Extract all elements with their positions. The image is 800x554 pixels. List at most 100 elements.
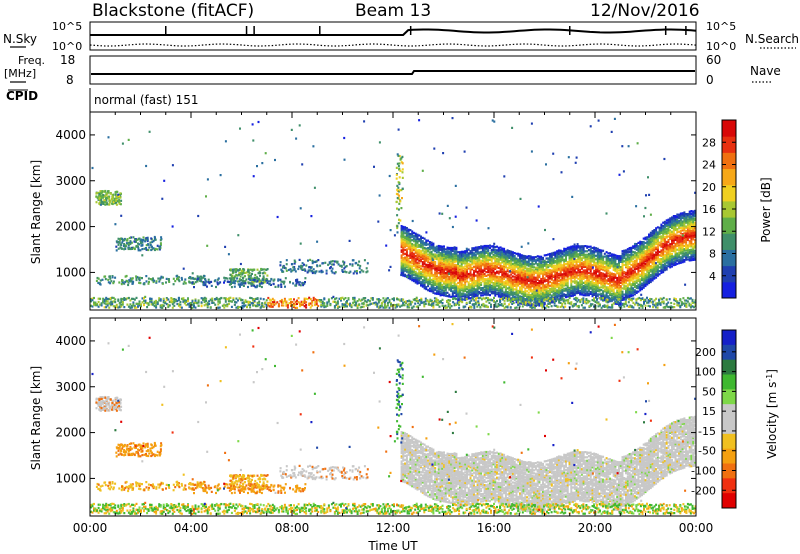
power-echo — [540, 289, 543, 292]
power-echo — [637, 255, 640, 258]
power-echo — [586, 283, 589, 287]
power-echo — [455, 268, 458, 271]
power-echo — [568, 246, 571, 249]
power-echo — [545, 257, 548, 260]
power-echo — [174, 299, 177, 302]
power-echo — [203, 300, 206, 304]
power-echo — [559, 272, 562, 275]
power-echo — [474, 280, 477, 283]
power-echo — [593, 248, 596, 251]
power-echo — [644, 279, 647, 282]
power-echo — [90, 298, 92, 301]
power-echo — [460, 256, 463, 259]
power-echo — [635, 244, 638, 247]
power-echo — [405, 241, 408, 244]
power-echo — [412, 273, 415, 276]
power-echo — [404, 261, 407, 264]
power-echo — [674, 263, 677, 266]
power-echo — [632, 245, 635, 248]
power-echo — [584, 253, 587, 256]
power-echo — [587, 256, 590, 259]
power-echo — [262, 298, 265, 301]
power-echo — [420, 271, 422, 274]
power-echo — [561, 286, 564, 289]
power-echo — [531, 262, 534, 266]
power-echo — [489, 246, 491, 249]
power-echo — [630, 288, 633, 291]
power-echo — [425, 274, 428, 277]
power-echo — [480, 288, 483, 291]
power-echo — [635, 257, 638, 260]
power-echo — [648, 235, 650, 238]
power-echo — [411, 272, 414, 275]
power-echo — [637, 272, 640, 275]
power-echo — [517, 289, 520, 292]
power-echo — [407, 275, 410, 278]
power-echo — [443, 273, 445, 276]
power-echo — [674, 228, 677, 232]
power-echo — [540, 279, 543, 282]
power-echo — [405, 232, 408, 235]
power-echo — [534, 294, 537, 297]
power-echo — [448, 253, 451, 257]
power-echo — [519, 269, 521, 272]
power-echo — [411, 239, 414, 242]
power-echo — [405, 274, 408, 277]
power-echo — [616, 284, 619, 287]
power-echo — [291, 300, 294, 304]
power-echo — [177, 297, 180, 300]
power-echo — [559, 296, 562, 299]
power-echo — [279, 300, 282, 303]
power-echo — [637, 287, 640, 290]
power-echo — [511, 252, 514, 256]
power-echo — [341, 296, 344, 299]
power-echo — [522, 259, 525, 262]
power-echo — [625, 275, 627, 278]
power-echo — [469, 256, 472, 259]
power-echo — [563, 281, 566, 284]
power-echo — [621, 280, 624, 283]
power-echo — [679, 219, 682, 222]
power-echo — [290, 304, 292, 307]
power-echo — [460, 295, 463, 298]
power-echo — [621, 293, 624, 296]
power-echo — [425, 279, 428, 282]
power-echo — [529, 262, 532, 265]
power-echo — [288, 298, 291, 301]
power-echo — [434, 283, 437, 286]
power-echo — [577, 286, 580, 289]
power-echo — [540, 255, 543, 258]
power-echo — [499, 286, 502, 289]
power-echo — [435, 292, 438, 295]
nsky-ytick-top: 10^5 — [52, 20, 82, 33]
power-echo — [610, 288, 613, 291]
power-echo — [407, 244, 410, 247]
power-echo — [503, 263, 506, 267]
power-echo — [494, 250, 497, 253]
power-echo — [550, 301, 553, 304]
power-echo — [444, 256, 447, 259]
power-echo — [580, 257, 583, 260]
power-echo — [618, 279, 620, 282]
power-echo — [420, 239, 422, 242]
power-echo — [504, 292, 507, 295]
power-echo — [481, 276, 484, 279]
power-echo — [549, 274, 551, 277]
power-echo — [409, 238, 412, 241]
power-echo — [294, 300, 297, 303]
power-echo — [441, 268, 444, 271]
power-echo — [603, 277, 606, 280]
power-echo — [397, 208, 400, 211]
power-echo — [587, 263, 590, 266]
power-echo — [591, 264, 594, 267]
power-echo — [610, 284, 613, 287]
power-echo — [94, 304, 97, 307]
power-echo — [616, 278, 619, 281]
power-echo — [534, 260, 537, 263]
power-echo — [552, 283, 555, 286]
power-echo — [460, 286, 463, 289]
power-echo — [568, 260, 571, 263]
power-echo — [587, 264, 590, 267]
power-echo — [294, 306, 297, 309]
power-echo — [133, 306, 136, 309]
